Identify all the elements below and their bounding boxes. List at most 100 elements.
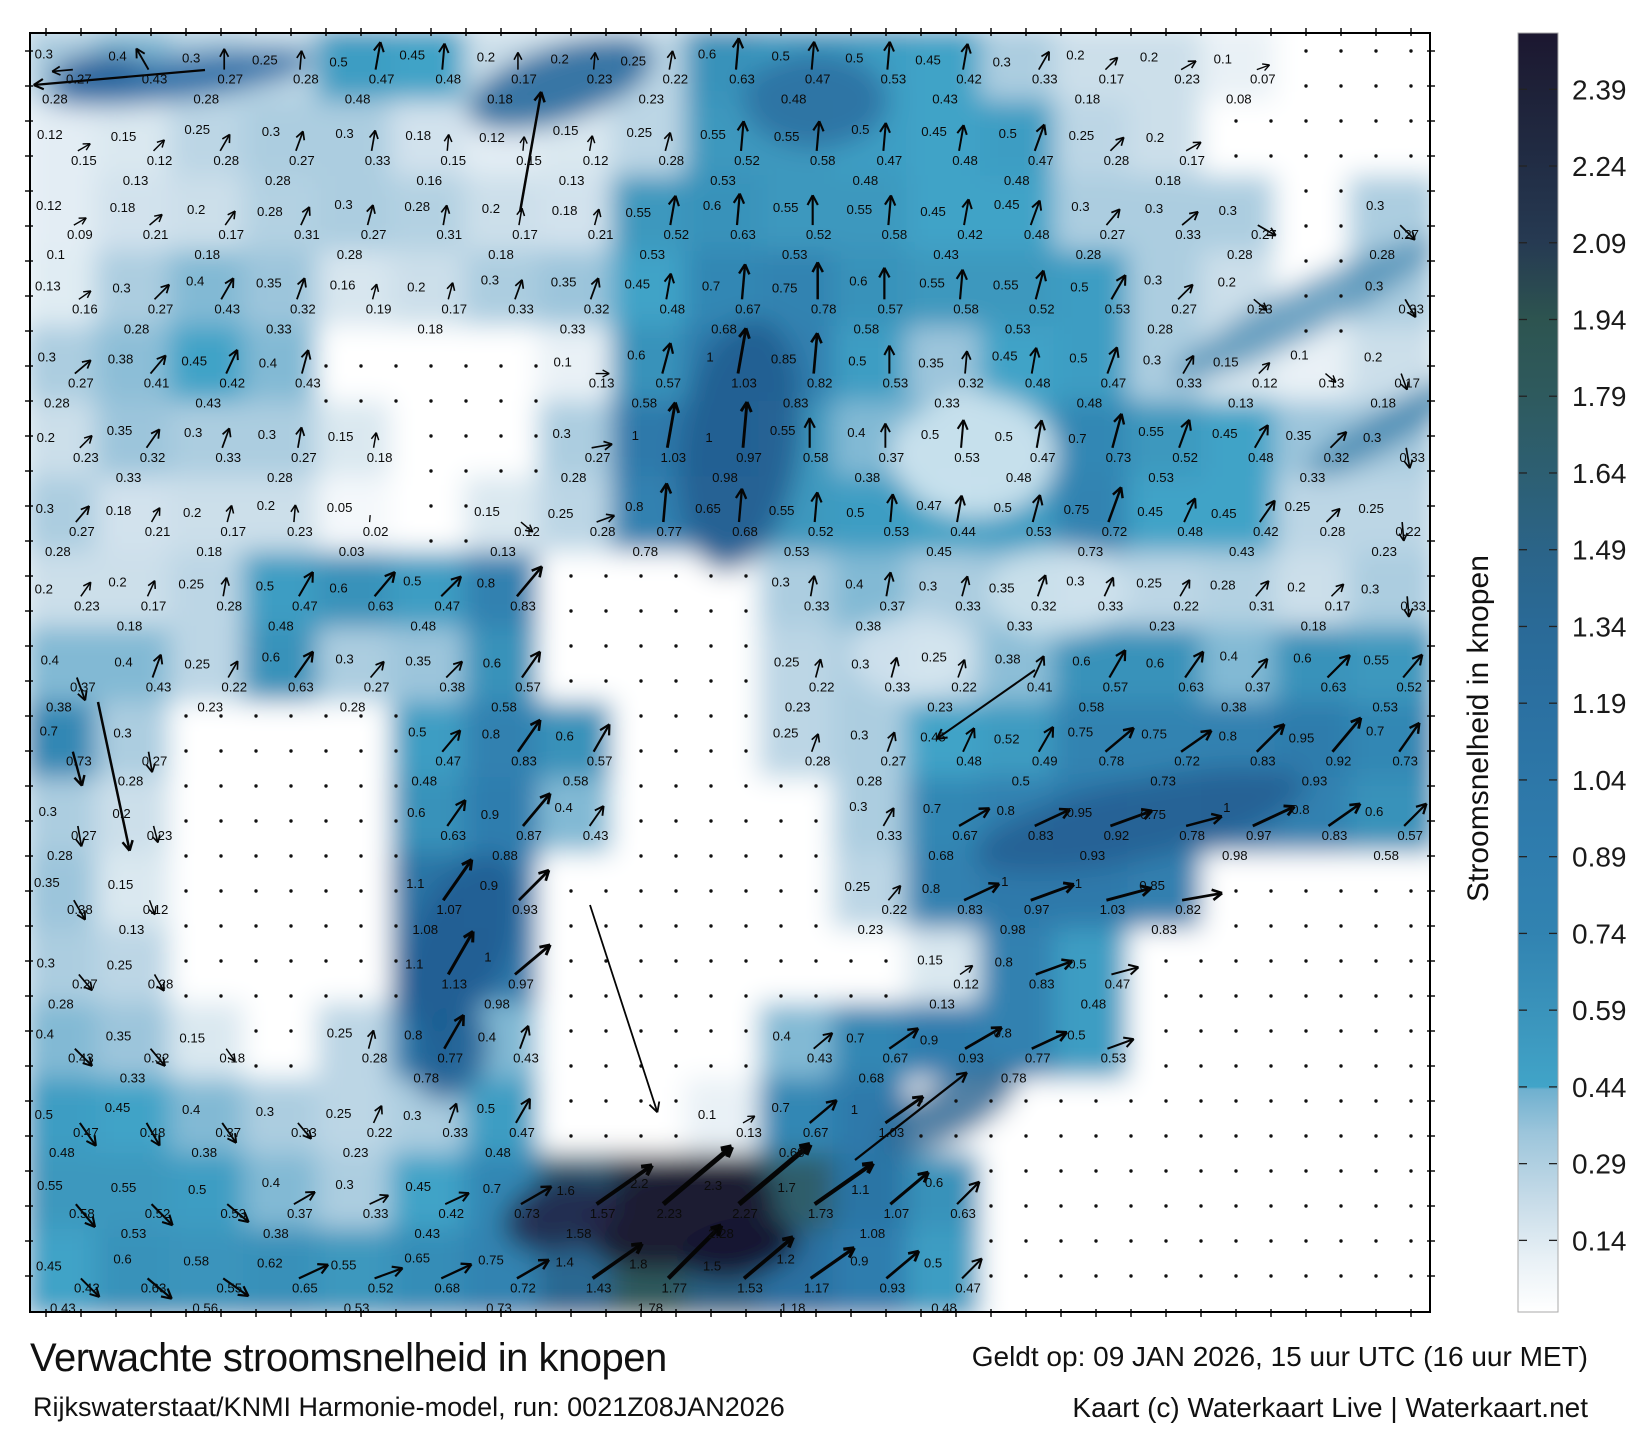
speed-value-label: 0.49 xyxy=(1032,754,1058,769)
current-arrow xyxy=(813,1161,875,1206)
speed-value-label: 0.45 xyxy=(1211,506,1237,521)
arrowhead xyxy=(635,1242,644,1255)
current-arrow xyxy=(145,1122,161,1147)
current-arrow xyxy=(958,807,991,828)
speed-value-label: 0.55 xyxy=(993,277,1019,292)
current-arrow xyxy=(296,277,306,300)
speed-value-label: 0.5 xyxy=(921,427,939,442)
arrowhead xyxy=(988,881,1000,886)
current-arrow xyxy=(592,723,611,753)
grid-dot xyxy=(219,749,223,753)
speed-value-label: 0.6 xyxy=(703,198,721,213)
speed-value-label: 0.3 xyxy=(850,728,868,743)
speed-value-label: 0.13 xyxy=(1319,376,1345,391)
speed-value-label: 0.23 xyxy=(73,450,99,465)
arrowhead xyxy=(1035,269,1045,280)
current-arrow xyxy=(1252,805,1296,828)
speed-value-label: 0.33 xyxy=(1032,72,1058,87)
grid-dot xyxy=(359,784,363,788)
current-arrow xyxy=(661,342,672,374)
speed-value-label: 0.3 xyxy=(1365,278,1383,293)
speed-value-label: 0.27 xyxy=(289,153,315,168)
arrowhead xyxy=(520,1025,529,1034)
current-arrow xyxy=(444,1192,470,1206)
arrowhead xyxy=(80,774,86,787)
arrowhead xyxy=(449,1102,457,1111)
current-arrow xyxy=(226,505,233,523)
grid-dot xyxy=(1409,994,1413,998)
grid-dot xyxy=(674,679,678,683)
arrowhead xyxy=(1337,430,1347,436)
grid-dot xyxy=(639,1134,643,1138)
speed-value-label: 1 xyxy=(1001,874,1008,889)
arrowhead xyxy=(372,1030,377,1039)
speed-value-label: 0.8 xyxy=(477,575,495,590)
arrowhead xyxy=(152,653,162,662)
speed-value-label: 0.83 xyxy=(1322,828,1348,843)
speed-value-label: 0.43 xyxy=(50,1300,76,1315)
speed-value-label: 0.5 xyxy=(408,725,426,740)
speed-value-label: 0.42 xyxy=(438,1206,464,1221)
speed-value-label: 0.47 xyxy=(805,72,831,87)
grid-dot xyxy=(184,959,188,963)
grid-dot xyxy=(569,924,573,928)
arrowhead xyxy=(807,41,815,52)
speed-value-label: 0.77 xyxy=(1025,1051,1051,1066)
grid-dot xyxy=(1024,1099,1028,1103)
current-arrow xyxy=(809,1246,856,1280)
arrowhead xyxy=(966,350,972,361)
arrowhead xyxy=(166,1288,173,1300)
arrowhead xyxy=(366,204,374,213)
arrowhead xyxy=(1272,500,1276,511)
current-arrow xyxy=(595,1163,654,1206)
arrowhead xyxy=(88,435,93,444)
speed-value-label: 0.72 xyxy=(510,1280,536,1295)
speed-value-label: 0.37 xyxy=(880,598,906,613)
speed-value-label: 0.53 xyxy=(220,1206,246,1221)
speed-value-label: 0.47 xyxy=(1028,153,1054,168)
arrowhead xyxy=(1037,574,1047,583)
arrowhead xyxy=(462,799,467,812)
grid-dot xyxy=(324,924,328,928)
speed-value-label: 0.27 xyxy=(585,450,611,465)
speed-value-label: 0.2 xyxy=(1218,274,1236,289)
current-arrow xyxy=(961,575,969,597)
current-arrow xyxy=(77,143,91,152)
grid-dot xyxy=(499,364,503,368)
speed-value-label: 0.6 xyxy=(113,1251,131,1266)
arrowhead xyxy=(148,908,156,916)
grid-dot xyxy=(604,924,608,928)
speed-value-label: 0.3 xyxy=(772,574,790,589)
grid-dot xyxy=(1304,1029,1308,1033)
grid-dot xyxy=(1304,84,1308,88)
arrowhead xyxy=(370,432,377,440)
speed-value-label: 0.97 xyxy=(1024,902,1050,917)
grid-dot xyxy=(1374,1099,1378,1103)
grid-dot xyxy=(1269,1239,1273,1243)
grid-dot xyxy=(1409,154,1413,158)
speed-value-label: 0.2 xyxy=(407,279,425,294)
speed-value-label: 0.2 xyxy=(35,581,53,596)
speed-value-label: 0.63 xyxy=(368,598,394,613)
speed-value-label: 0.3 xyxy=(35,47,53,62)
current-arrow xyxy=(1033,124,1046,152)
speed-value-label: 0.35 xyxy=(1286,428,1312,443)
speed-value-label: 0.43 xyxy=(933,247,959,262)
speed-value-label: 0.58 xyxy=(803,450,829,465)
grid-dot xyxy=(814,959,818,963)
speed-value-label: 0.13 xyxy=(35,278,61,293)
grid-dot xyxy=(1304,1239,1308,1243)
arrowhead xyxy=(373,41,382,52)
speed-value-label: 0.56 xyxy=(192,1300,218,1315)
speed-value-label: 0.33 xyxy=(804,598,830,613)
grid-dot xyxy=(674,854,678,858)
arrowhead xyxy=(308,1191,316,1201)
current-arrow xyxy=(958,269,964,300)
arrowhead xyxy=(1398,533,1405,542)
current-arrow xyxy=(298,571,314,597)
speed-value-label: 1.03 xyxy=(1100,902,1126,917)
grid-dot xyxy=(779,819,783,823)
arrowhead xyxy=(1258,307,1268,312)
arrowhead xyxy=(817,733,821,743)
current-arrow xyxy=(1258,500,1276,523)
